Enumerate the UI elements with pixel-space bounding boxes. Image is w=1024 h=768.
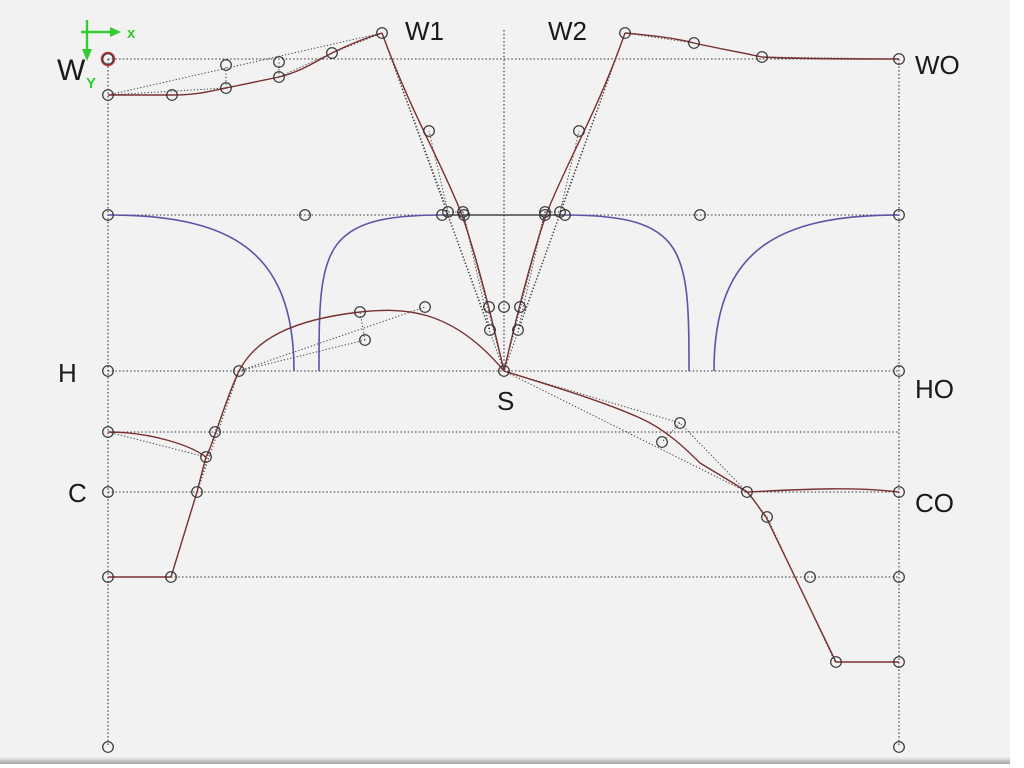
svg-text:WO: WO: [915, 50, 960, 80]
svg-text:W1: W1: [405, 16, 444, 46]
svg-text:W: W: [57, 54, 86, 87]
svg-text:HO: HO: [915, 374, 954, 404]
svg-text:Y: Y: [86, 75, 96, 92]
svg-text:CO: CO: [915, 488, 954, 518]
svg-text:C: C: [68, 478, 87, 508]
svg-text:x: x: [127, 25, 136, 42]
svg-text:W2: W2: [548, 16, 587, 46]
svg-text:H: H: [58, 358, 77, 388]
svg-text:S: S: [497, 386, 514, 416]
